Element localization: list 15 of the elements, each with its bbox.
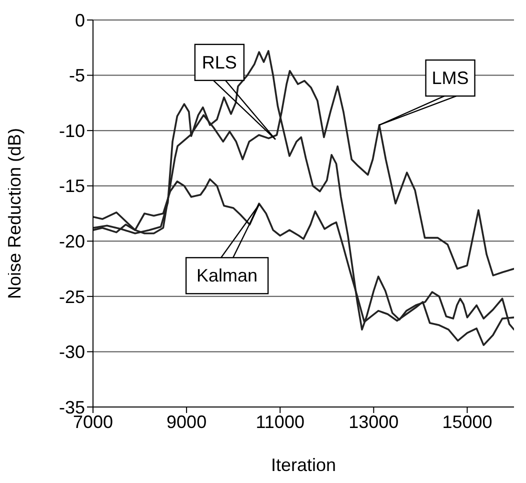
- annotation: Kalman: [196, 266, 258, 286]
- x-tick-label: 13000: [348, 412, 399, 432]
- x-tick-label: 11000: [256, 412, 304, 432]
- annotation: LMS: [432, 68, 469, 88]
- y-tick-label: -30: [58, 342, 85, 362]
- annotation: RLS: [202, 52, 237, 72]
- x-tick-label: 15000: [442, 412, 492, 432]
- y-tick-label: -15: [58, 176, 85, 196]
- y-tick-label: -5: [68, 66, 85, 86]
- y-tick-label: -20: [58, 232, 85, 252]
- x-axis-title: Iteration: [270, 455, 336, 475]
- y-tick-label: 0: [74, 10, 85, 30]
- x-tick-label: 9000: [166, 412, 207, 432]
- y-tick-label: -10: [58, 120, 85, 141]
- y-tick-label: -25: [58, 286, 85, 307]
